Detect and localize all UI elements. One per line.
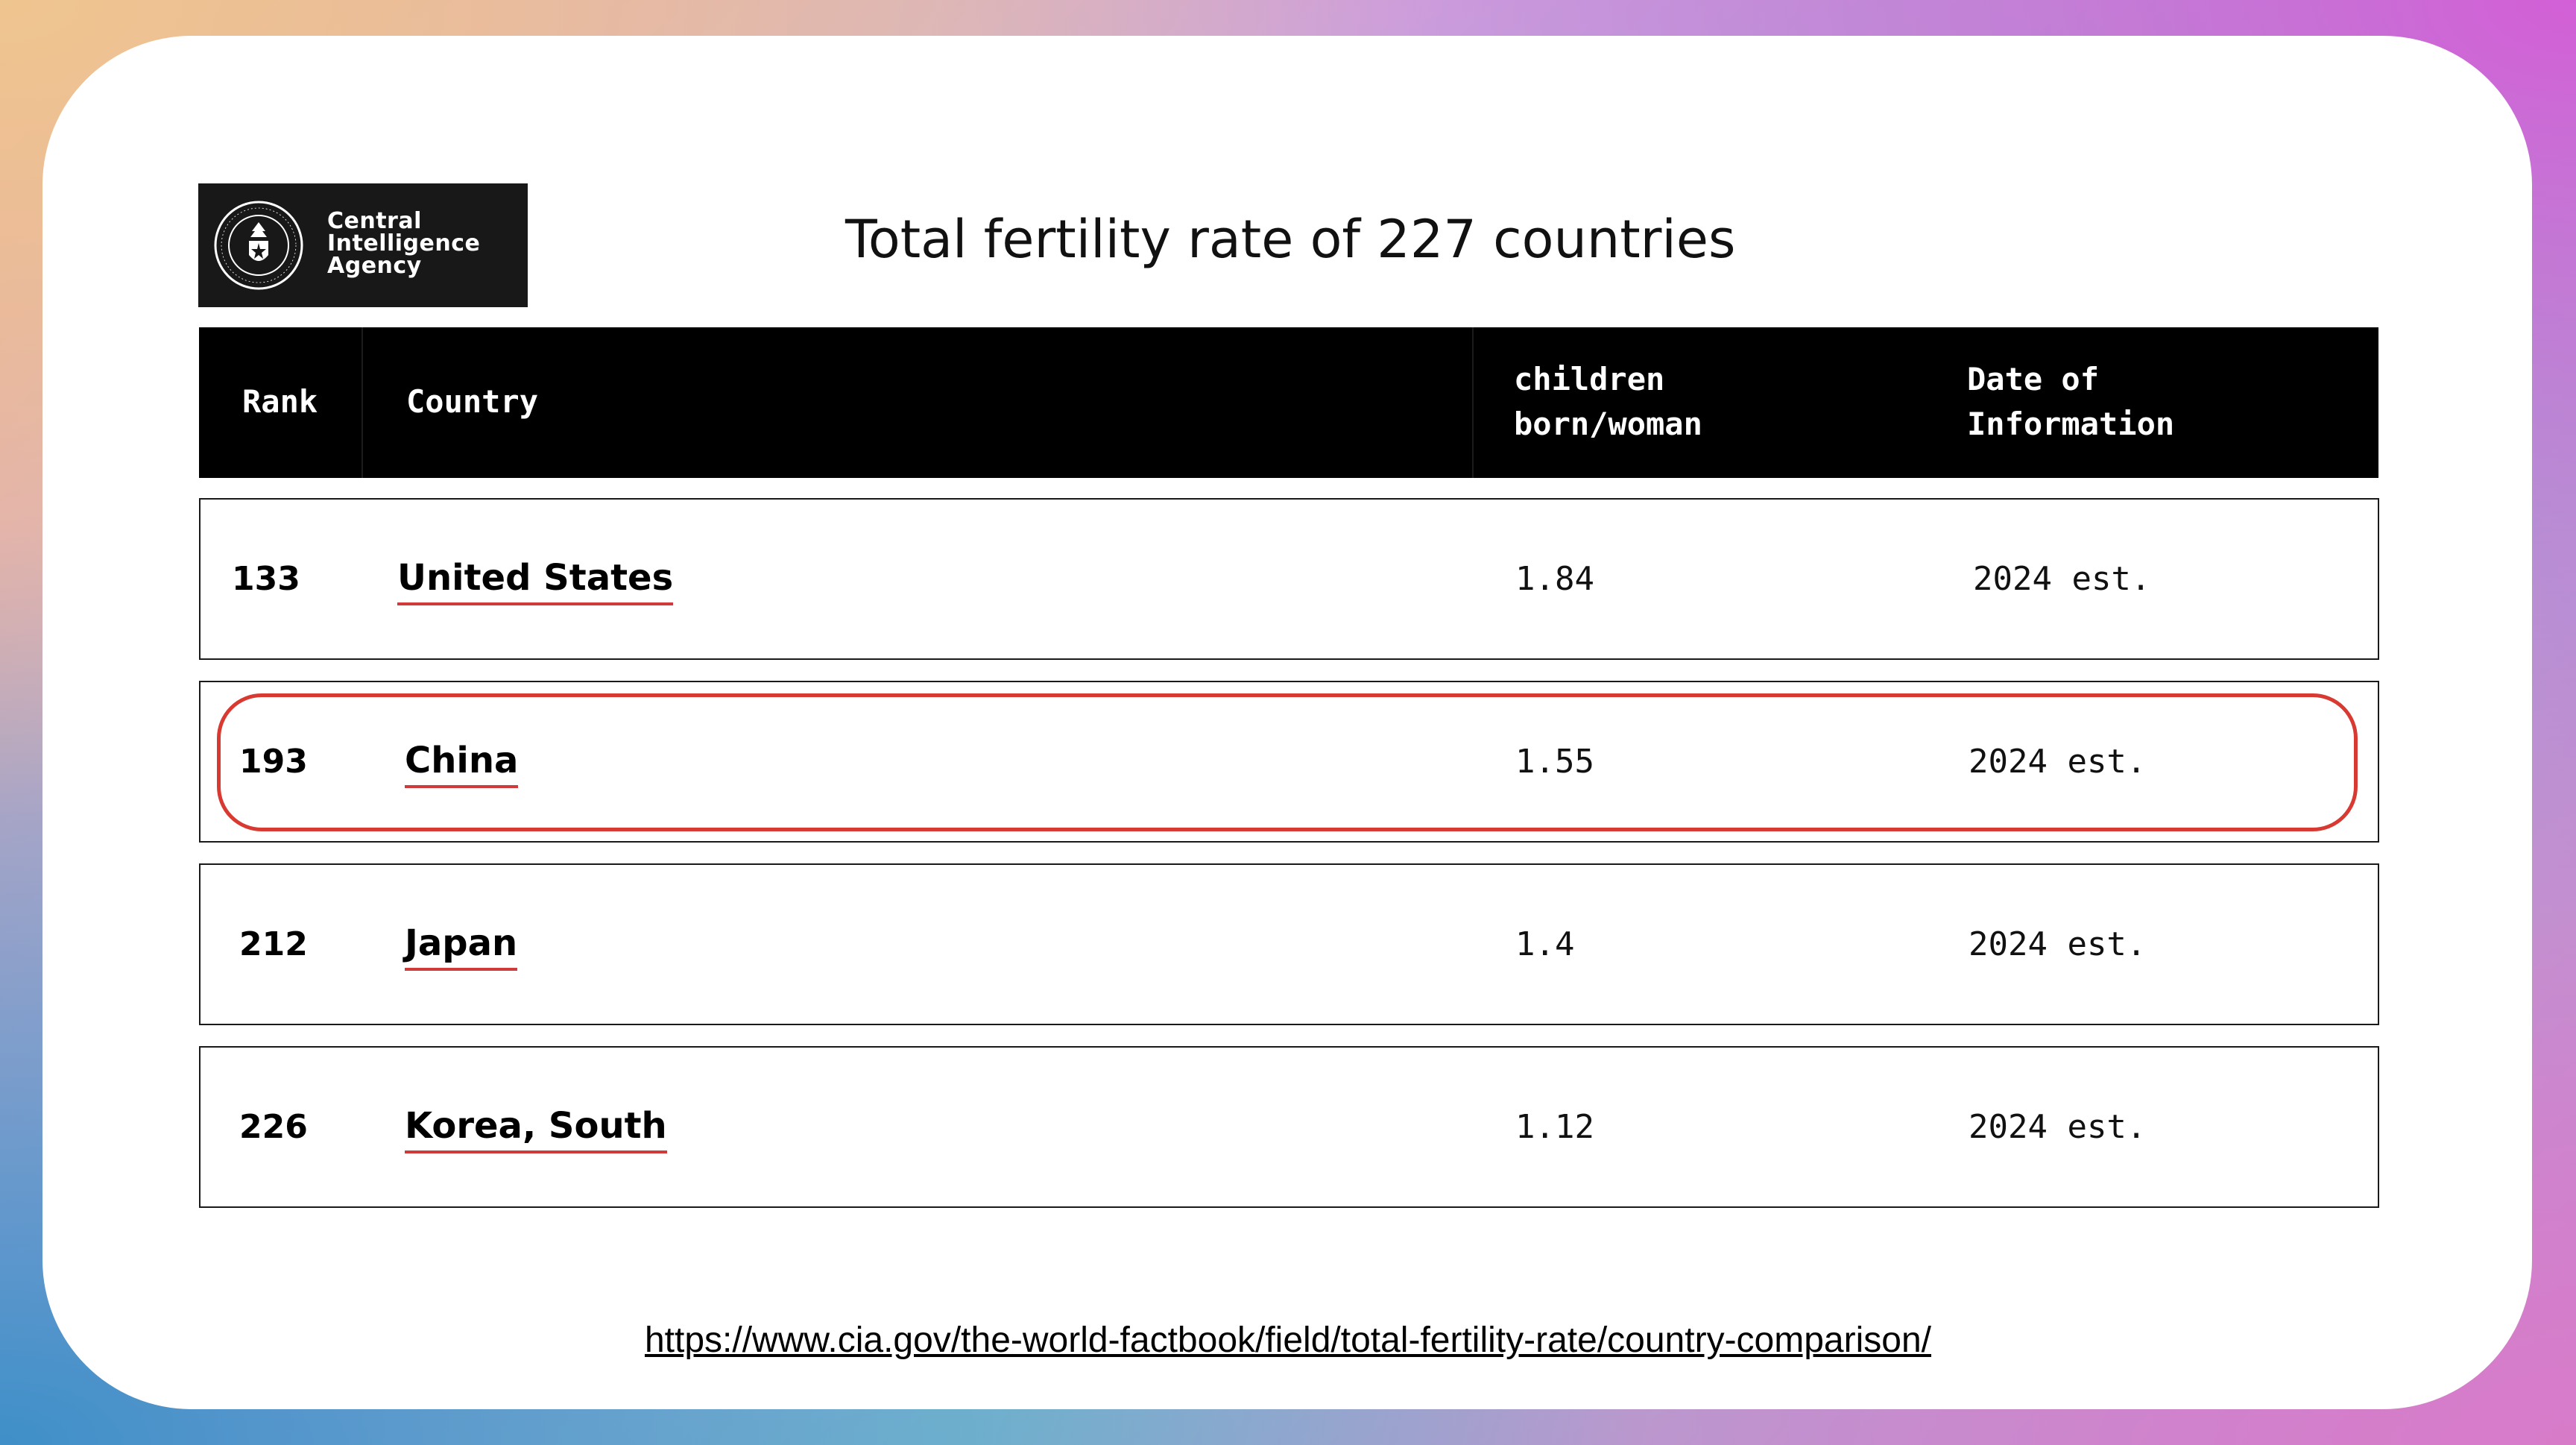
country-link[interactable]: Japan	[405, 923, 518, 971]
rank-cell: 226	[239, 1108, 308, 1146]
country-link[interactable]: United States	[397, 558, 674, 605]
table-row: 226 Korea, South 1.12 2024 est.	[199, 1046, 2379, 1208]
source-link[interactable]: https://www.cia.gov/the-world-factbook/f…	[644, 1320, 1931, 1360]
cia-seal-icon	[214, 201, 303, 290]
fertility-value: 1.84	[1515, 560, 1594, 598]
logo-wordmark: Central Intelligence Agency	[327, 210, 480, 277]
header-date-line1: Date of	[1967, 361, 2100, 397]
date-cell: 2024 est.	[1973, 560, 2151, 598]
header-divider	[1472, 327, 1474, 478]
header-value-line1: children	[1514, 361, 1665, 397]
header-country: Country	[406, 383, 539, 420]
date-cell: 2024 est.	[1969, 1108, 2147, 1146]
header-divider	[362, 327, 363, 478]
table-row: 193 China 1.55 2024 est.	[199, 681, 2379, 843]
table-header: Rank Country children born/woman Date of…	[199, 327, 2378, 478]
rank-cell: 212	[239, 925, 308, 963]
china-highlight-outline	[217, 693, 2358, 831]
logo-line-3: Agency	[327, 253, 422, 279]
fertility-value: 1.12	[1515, 1108, 1594, 1146]
date-cell: 2024 est.	[1969, 925, 2147, 963]
page-title: Total fertility rate of 227 countries	[845, 209, 1736, 270]
logo-line-1: Central	[327, 208, 422, 234]
fertility-value: 1.55	[1515, 743, 1594, 781]
date-cell: 2024 est.	[1969, 743, 2147, 781]
cia-logo: Central Intelligence Agency	[198, 183, 528, 307]
logo-line-2: Intelligence	[327, 230, 481, 256]
header-rank: Rank	[242, 383, 318, 420]
country-link[interactable]: Korea, South	[405, 1106, 667, 1153]
header-value-line2: born/woman	[1514, 406, 1702, 442]
table-row: 212 Japan 1.4 2024 est.	[199, 863, 2379, 1025]
rank-cell: 133	[232, 560, 300, 598]
rank-cell: 193	[239, 743, 308, 781]
table-row: 133 United States 1.84 2024 est.	[199, 498, 2379, 660]
header-date-line2: Information	[1967, 406, 2175, 442]
country-link[interactable]: China	[405, 740, 519, 788]
fertility-value: 1.4	[1515, 925, 1575, 963]
